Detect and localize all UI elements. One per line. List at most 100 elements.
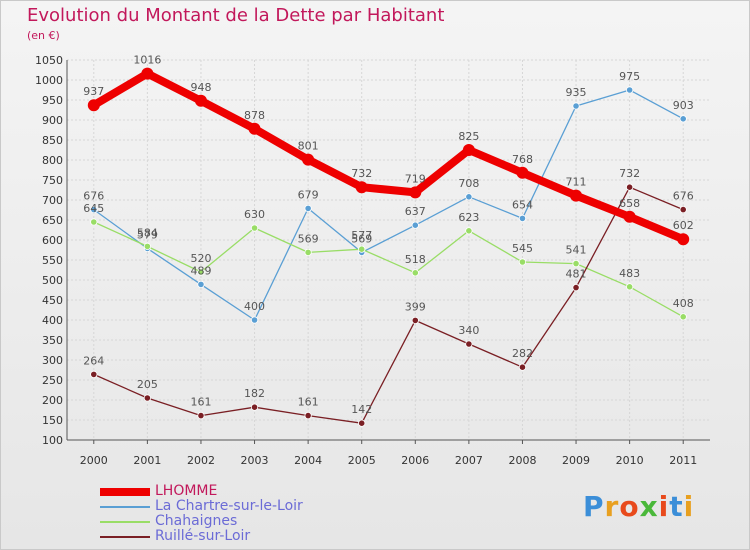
data-label: 948 <box>190 81 211 94</box>
x-tick-label: 2005 <box>348 454 376 467</box>
x-tick-label: 2011 <box>669 454 697 467</box>
data-point <box>355 181 368 194</box>
y-tick-label: 600 <box>42 234 63 247</box>
data-label: 282 <box>512 347 533 360</box>
data-point <box>411 221 419 229</box>
data-point <box>516 166 529 179</box>
data-label: 205 <box>137 378 158 391</box>
data-point <box>250 403 259 411</box>
x-tick-label: 2004 <box>294 454 322 467</box>
data-label: 483 <box>619 267 640 280</box>
data-point <box>626 283 634 291</box>
data-label: 584 <box>137 226 158 239</box>
data-point <box>248 122 261 135</box>
data-label: 711 <box>566 176 587 189</box>
data-label: 878 <box>244 109 265 122</box>
data-point <box>623 210 636 223</box>
data-point <box>679 313 687 321</box>
data-label: 520 <box>190 252 211 265</box>
legend: LHOMME La Chartre-sur-le-Loir Chahaignes Ru… <box>100 484 303 544</box>
data-point <box>679 206 687 214</box>
data-label: 935 <box>566 86 587 99</box>
data-point <box>465 193 473 201</box>
series-line-0 <box>91 69 685 243</box>
y-tick-label: 650 <box>42 214 63 227</box>
legend-swatch <box>100 520 150 523</box>
data-label: 400 <box>244 300 265 313</box>
legend-label: La Chartre-sur-le-Loir <box>155 498 303 514</box>
y-tick-label: 250 <box>42 374 63 387</box>
data-point <box>197 280 205 288</box>
series-line-3 <box>93 186 684 424</box>
data-label: 708 <box>458 177 479 190</box>
x-tick-label: 2007 <box>455 454 483 467</box>
logo-letter: t <box>669 490 684 523</box>
data-label: 579 <box>137 228 158 241</box>
logo-letter: i <box>683 490 695 523</box>
logo-letter: o <box>619 490 640 523</box>
data-label: 182 <box>244 387 265 400</box>
y-tick-label: 400 <box>42 314 63 327</box>
data-label: 541 <box>566 244 587 257</box>
data-label: 732 <box>351 167 372 180</box>
x-tick-label: 2006 <box>401 454 429 467</box>
x-tick-label: 2001 <box>133 454 161 467</box>
y-tick-label: 950 <box>42 94 63 107</box>
data-label: 654 <box>512 198 533 211</box>
data-point <box>304 248 312 256</box>
data-label: 408 <box>673 297 694 310</box>
data-label: 801 <box>298 140 319 153</box>
series-line-2 <box>93 221 684 318</box>
logo-letter: i <box>658 490 670 523</box>
data-label: 569 <box>298 232 319 245</box>
logo-letter: x <box>639 490 659 523</box>
series-lines <box>87 67 690 427</box>
data-label: 732 <box>619 167 640 180</box>
data-label: 161 <box>190 396 211 409</box>
data-point <box>304 204 312 212</box>
data-point <box>462 144 475 156</box>
data-label: 676 <box>83 190 104 203</box>
data-point <box>143 242 151 250</box>
data-label: 1016 <box>133 54 161 67</box>
y-tick-label: 150 <box>42 414 63 427</box>
data-point <box>411 269 419 277</box>
x-tick-label: 2009 <box>562 454 590 467</box>
data-point <box>518 258 527 266</box>
data-label: 481 <box>566 268 587 281</box>
legend-item: LHOMME <box>100 484 303 499</box>
data-label: 719 <box>405 172 426 185</box>
legend-swatch <box>100 535 150 538</box>
data-label: 975 <box>619 70 640 83</box>
data-label: 340 <box>458 324 479 337</box>
y-tick-label: 1000 <box>35 74 63 87</box>
data-point <box>141 67 154 80</box>
y-tick-label: 850 <box>42 134 63 147</box>
data-point <box>197 268 205 276</box>
data-point <box>570 189 583 202</box>
x-tick-label: 2002 <box>187 454 215 467</box>
legend-swatch <box>100 487 150 496</box>
data-point <box>677 233 690 246</box>
data-point <box>302 153 315 166</box>
data-point <box>143 394 151 402</box>
data-label: 676 <box>673 190 694 203</box>
data-label: 637 <box>405 205 426 218</box>
data-label: 399 <box>405 300 426 313</box>
data-point <box>572 102 580 110</box>
data-point <box>250 224 259 232</box>
data-label: 658 <box>619 197 640 210</box>
data-label: 825 <box>458 130 479 143</box>
data-label: 577 <box>351 229 372 242</box>
data-label: 903 <box>673 99 694 112</box>
data-point <box>572 259 580 268</box>
data-point <box>197 411 205 420</box>
data-point <box>626 86 634 94</box>
data-point <box>411 316 419 324</box>
legend-label: LHOMME <box>155 483 218 499</box>
logo-letter: P <box>583 490 605 523</box>
x-tick-label: 2008 <box>508 454 536 467</box>
data-label: 937 <box>83 85 104 98</box>
data-point <box>409 186 422 199</box>
legend-label: Chahaignes <box>155 513 238 529</box>
